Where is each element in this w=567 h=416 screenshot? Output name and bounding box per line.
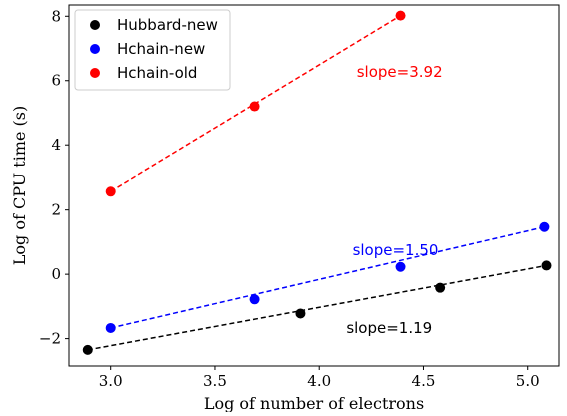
x-tick-label: 4.0 bbox=[307, 372, 331, 390]
data-point-hchain-old bbox=[395, 10, 406, 21]
data-point-hchain-new bbox=[539, 221, 550, 232]
legend: Hubbard-new Hchain-new Hchain-old bbox=[74, 9, 231, 91]
legend-box bbox=[74, 9, 231, 91]
legend-marker-hchain-old bbox=[90, 68, 100, 78]
data-point-hchain-new bbox=[105, 322, 116, 333]
y-tick-label: 4 bbox=[51, 136, 61, 154]
y-axis-label: Log of CPU time (s) bbox=[10, 106, 29, 266]
x-tick-label: 4.5 bbox=[412, 372, 436, 390]
legend-label-hubbard-new: Hubbard-new bbox=[117, 16, 218, 34]
data-point-hubbard-new bbox=[295, 308, 306, 319]
data-point-hubbard-new bbox=[435, 282, 446, 293]
slope-annotation-hchain-new: slope=1.50 bbox=[353, 241, 439, 259]
x-axis-label: Log of number of electrons bbox=[204, 394, 424, 412]
slope-annotation-hchain-old: slope=3.92 bbox=[357, 63, 443, 81]
axes-layer: 3.0 3.5 4.0 4.5 5.0 −2 0 2 4 6 8 bbox=[39, 7, 540, 390]
fit-line-hubbard-new bbox=[87, 264, 547, 351]
legend-label-hchain-new: Hchain-new bbox=[117, 40, 205, 58]
data-point-hchain-new bbox=[249, 294, 260, 305]
data-point-hubbard-new bbox=[82, 344, 93, 355]
data-point-hchain-old bbox=[105, 186, 116, 197]
y-tick-label: 6 bbox=[51, 72, 61, 90]
legend-label-hchain-old: Hchain-old bbox=[117, 64, 197, 82]
x-tick-label: 3.0 bbox=[99, 372, 123, 390]
plot-layer: slope=1.19 slope=1.50 slope=3.92 bbox=[82, 10, 552, 355]
plot-frame bbox=[68, 4, 560, 367]
data-point-hchain-new bbox=[395, 261, 406, 272]
x-tick-label: 3.5 bbox=[203, 372, 227, 390]
y-tick-label: 8 bbox=[51, 7, 61, 25]
y-tick-label: −2 bbox=[39, 330, 61, 348]
legend-marker-hubbard-new bbox=[90, 20, 100, 30]
y-tick-label: 0 bbox=[51, 265, 61, 283]
data-point-hchain-old bbox=[249, 101, 260, 112]
legend-marker-hchain-new bbox=[90, 44, 100, 54]
data-point-hubbard-new bbox=[541, 260, 552, 271]
x-tick-label: 5.0 bbox=[516, 372, 540, 390]
slope-annotation-hubbard-new: slope=1.19 bbox=[346, 319, 432, 337]
y-tick-label: 2 bbox=[51, 201, 61, 219]
fit-line-hchain-new bbox=[110, 226, 545, 329]
